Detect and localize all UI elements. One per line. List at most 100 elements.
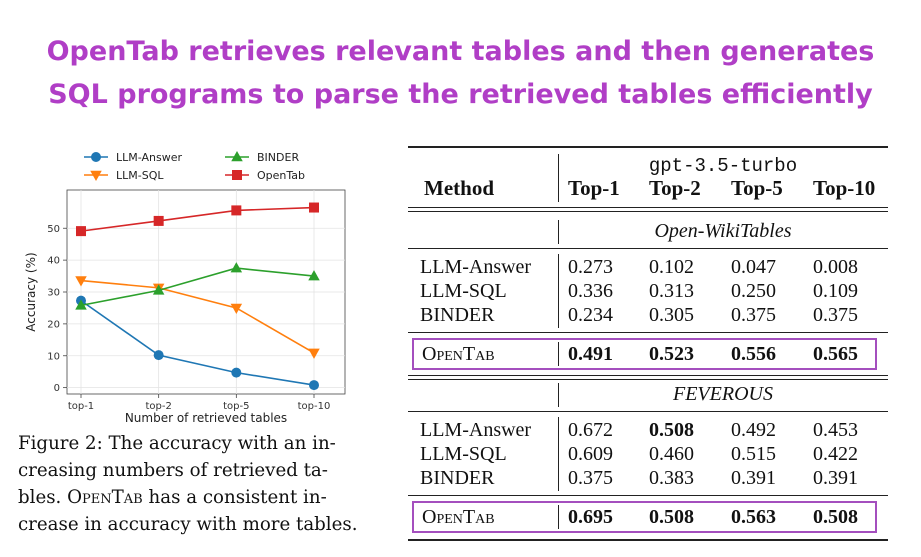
legend-marker-binder <box>231 151 243 162</box>
body-vertical-rule-feverous <box>558 417 559 491</box>
cell-llm-answer-top-2: 0.102 <box>649 256 694 278</box>
cell-llm-sql-top-1: 0.609 <box>568 443 613 465</box>
section-title-feverous: FEVEROUS <box>673 383 773 405</box>
y-tick-label: 30 <box>47 288 60 299</box>
x-tick-label: top-1 <box>68 401 94 412</box>
header-rule-1 <box>408 207 888 208</box>
method-name-llm-sql: LLM-SQL <box>420 443 507 465</box>
data-point-llm-sql <box>308 348 320 359</box>
method-name-llm-answer: LLM-Answer <box>420 419 532 441</box>
legend-marker-opentab <box>232 170 242 180</box>
series-line-llm-sql <box>80 279 315 354</box>
section-rule-open-wikitables <box>408 248 888 249</box>
cell-opentab-top-1: 0.695 <box>568 506 613 528</box>
data-point-opentab <box>231 205 242 216</box>
section-title-open-wikitables: Open-WikiTables <box>654 220 792 242</box>
table-top-rule <box>408 146 888 148</box>
method-name-binder: BINDER <box>420 304 495 326</box>
headline: OpenTab retrieves relevant tables and th… <box>0 30 921 116</box>
cell-opentab-top-2: 0.523 <box>649 343 694 365</box>
cell-llm-answer-top-10: 0.453 <box>813 419 858 441</box>
cell-binder-top-10: 0.391 <box>813 467 858 489</box>
pre-highlight-rule-open-wikitables <box>408 332 888 333</box>
header-vertical-rule <box>558 154 559 202</box>
legend-marker-llm-sql <box>90 170 102 181</box>
table-bottom-rule <box>408 539 888 541</box>
section-rule-feverous <box>408 411 888 412</box>
legend-label-binder: BINDER <box>257 151 299 164</box>
column-header-top-10: Top-10 <box>813 176 876 200</box>
cell-llm-sql-top-2: 0.460 <box>649 443 694 465</box>
cell-llm-sql-top-5: 0.515 <box>731 443 776 465</box>
legend-label-llm-answer: LLM-Answer <box>116 151 182 164</box>
pre-highlight-rule-feverous <box>408 495 888 496</box>
section-vertical-rule-feverous <box>558 383 559 407</box>
series-line-binder <box>80 267 315 307</box>
cell-binder-top-2: 0.383 <box>649 467 694 489</box>
cell-llm-answer-top-5: 0.047 <box>731 256 776 278</box>
cell-llm-answer-top-1: 0.273 <box>568 256 613 278</box>
opentab-highlight-box-feverous <box>412 501 877 533</box>
caption-line-3: bles. OpenTab has a consistent in- <box>18 484 368 511</box>
model-name: gpt-3.5-turbo <box>648 155 798 177</box>
data-point-llm-answer <box>153 350 164 361</box>
y-tick-label: 10 <box>47 351 60 362</box>
method-name-llm-sql: LLM-SQL <box>420 280 507 302</box>
figure-caption: Figure 2: The accuracy with an in- creas… <box>18 430 368 538</box>
method-name-opentab: OpenTab <box>422 506 495 528</box>
cell-opentab-top-5: 0.556 <box>731 343 776 365</box>
highlight-vertical-rule-open-wikitables <box>558 342 559 366</box>
series-line-llm-answer <box>80 299 315 386</box>
headline-line-1: OpenTab retrieves relevant tables and th… <box>46 36 875 67</box>
caption-line-4: crease in accuracy with more tables. <box>18 514 358 535</box>
caption-line-2: creasing numbers of retrieved ta- <box>18 460 328 481</box>
cell-opentab-top-1: 0.491 <box>568 343 613 365</box>
data-point-opentab <box>76 226 86 237</box>
data-point-opentab <box>309 202 319 213</box>
data-point-binder <box>75 299 87 310</box>
cell-llm-answer-top-2: 0.508 <box>649 419 694 441</box>
column-header-top-2: Top-2 <box>649 176 701 200</box>
caption-line-3-a: bles. <box>18 487 62 508</box>
data-point-binder <box>230 262 243 273</box>
method-name-binder: BINDER <box>420 467 495 489</box>
cell-binder-top-10: 0.375 <box>813 304 858 326</box>
highlight-vertical-rule-feverous <box>558 505 559 529</box>
method-header: Method <box>424 176 494 200</box>
opentab-highlight-box-open-wikitables <box>412 338 877 370</box>
y-tick-label: 40 <box>47 256 60 267</box>
cell-llm-answer-top-1: 0.672 <box>568 419 613 441</box>
caption-line-1: Figure 2: The accuracy with an in- <box>18 433 336 454</box>
results-table: gpt-3.5-turbo Method Top-1 Top-2 Top-5 Top-10… <box>408 146 888 542</box>
cell-binder-top-2: 0.305 <box>649 304 694 326</box>
cell-llm-sql-top-2: 0.313 <box>649 280 694 302</box>
cell-binder-top-5: 0.375 <box>731 304 776 326</box>
cell-opentab-top-10: 0.565 <box>813 343 858 365</box>
x-tick-label: top-10 <box>298 401 331 412</box>
data-point-binder <box>308 270 320 281</box>
data-point-llm-sql <box>230 303 243 314</box>
cell-binder-top-1: 0.234 <box>568 304 613 326</box>
data-point-binder <box>152 284 165 295</box>
cell-llm-sql-top-10: 0.422 <box>813 443 858 465</box>
cell-llm-answer-top-5: 0.492 <box>731 419 776 441</box>
cell-opentab-top-5: 0.563 <box>731 506 776 528</box>
y-tick-label: 50 <box>47 224 60 235</box>
cell-opentab-top-10: 0.508 <box>813 506 858 528</box>
legend-label-llm-sql: LLM-SQL <box>116 169 164 182</box>
body-vertical-rule-open-wikitables <box>558 254 559 328</box>
caption-line-3-b: has a consistent in- <box>148 487 327 508</box>
cell-llm-sql-top-10: 0.109 <box>813 280 858 302</box>
column-header-top-5: Top-5 <box>731 176 783 200</box>
cell-binder-top-1: 0.375 <box>568 467 613 489</box>
header-rule-2 <box>408 211 888 212</box>
section-divider-2 <box>408 379 888 380</box>
legend-marker-llm-answer <box>91 152 101 162</box>
section-divider-1 <box>408 375 888 376</box>
cell-binder-top-5: 0.391 <box>731 467 776 489</box>
y-tick-label: 0 <box>54 383 60 394</box>
cell-llm-answer-top-10: 0.008 <box>813 256 858 278</box>
x-axis-label: Number of retrieved tables <box>125 411 287 425</box>
cell-llm-sql-top-5: 0.250 <box>731 280 776 302</box>
legend-label-opentab: OpenTab <box>257 169 305 182</box>
